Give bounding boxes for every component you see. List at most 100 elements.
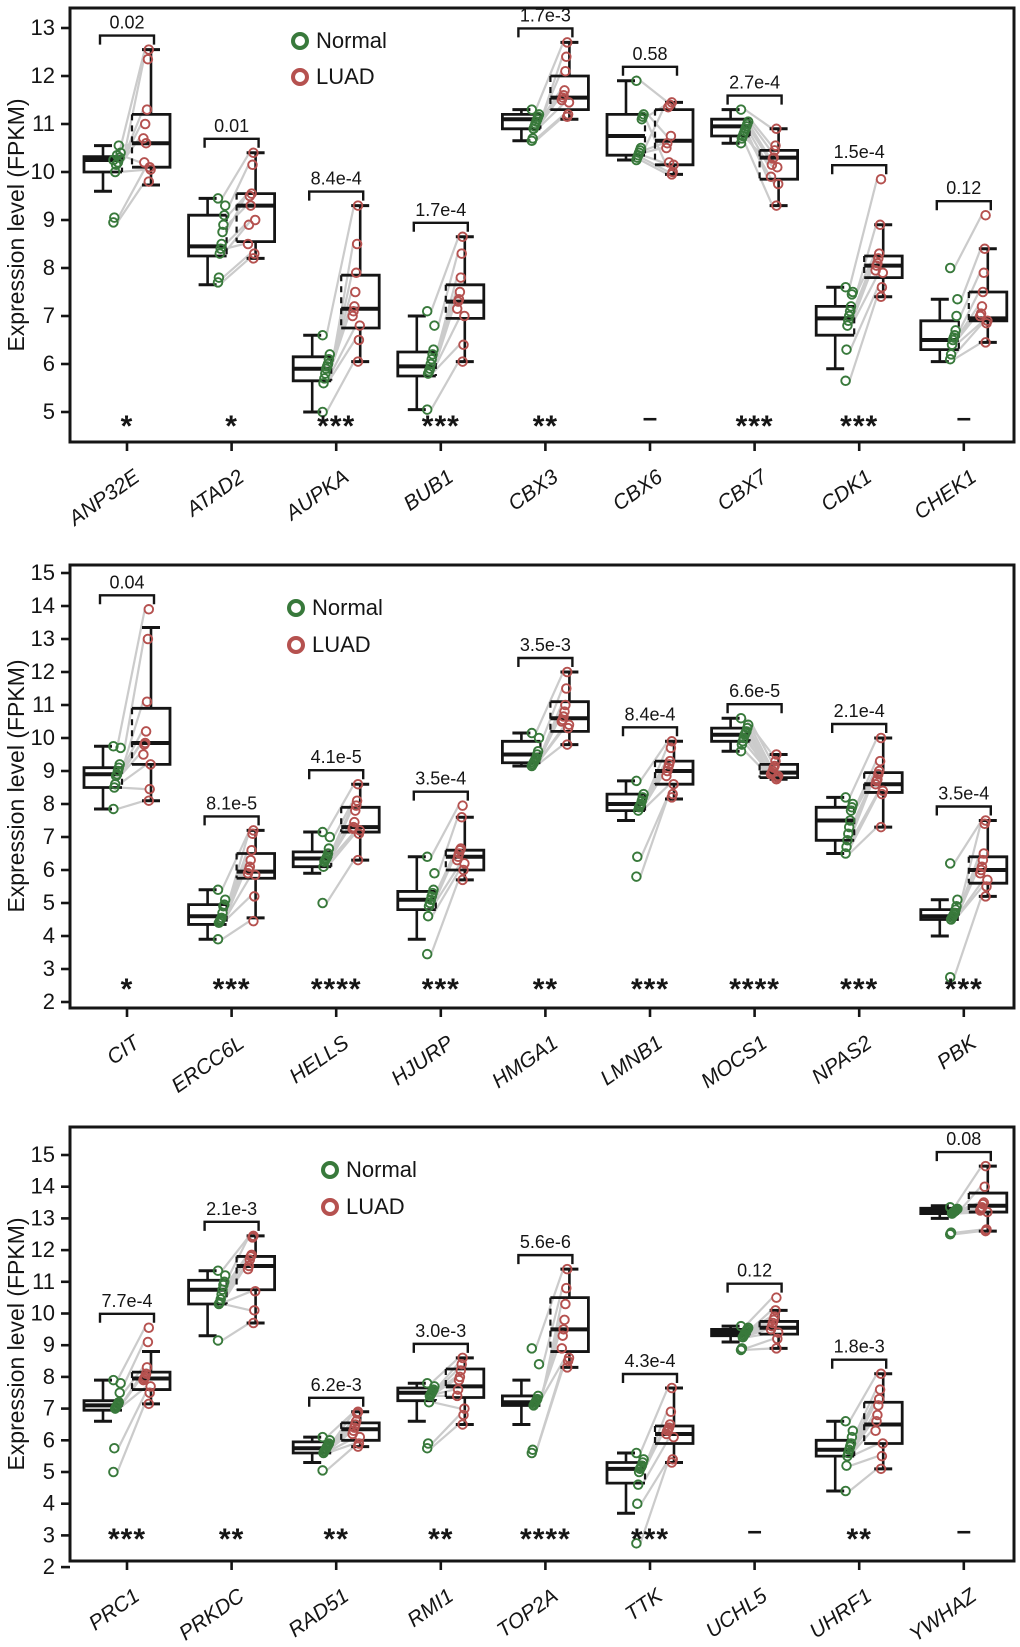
data-point-luad [770,140,781,151]
data-point-luad [145,759,156,770]
pair-line [223,1268,245,1300]
legend: Normal LUAD [287,595,383,657]
pair-line [959,272,981,317]
data-point-normal [213,1298,225,1310]
data-point-luad [875,821,887,833]
data-point-normal [323,353,335,365]
data-point-luad [873,253,884,264]
data-point-luad [459,1403,470,1414]
data-point-luad [979,1181,990,1192]
data-point-normal [426,353,437,365]
pvalue-bracket [935,805,992,816]
data-point-luad [980,891,991,902]
significance-marker: * [121,973,134,1006]
pvalue-label: 0.58 [632,44,667,64]
pair-line [639,1462,669,1544]
gene-group-UCHL5: 0.12 – UCHL5 [702,1261,799,1643]
data-point-luad [454,286,466,298]
data-point-luad [870,778,881,790]
data-point-normal [631,154,642,166]
pair-line [541,1287,564,1365]
data-point-normal [632,805,644,816]
data-point-luad [247,159,258,171]
data-point-normal [212,193,224,204]
gene-label: UHRF1 [806,1584,877,1643]
y-tick-label: 8 [43,791,55,816]
data-point-luad [876,1450,888,1462]
pair-line [640,793,670,858]
data-point-normal [528,123,539,135]
legend-normal-label: Normal [316,28,387,53]
data-point-luad [870,1425,881,1437]
data-point-luad [976,301,988,312]
data-point-normal [945,914,957,925]
data-point-normal [110,159,122,171]
data-point-normal [423,901,435,912]
pvalue-label: 3.5e-3 [520,635,571,655]
data-point-luad [139,739,150,750]
pair-line [326,339,356,384]
data-point-normal [108,217,119,228]
pvalue-label: 7.7e-4 [101,1291,152,1311]
pvalue-bracket [831,722,888,733]
data-point-normal [843,315,854,327]
pair-line [226,204,248,226]
data-point-luad [249,1305,260,1316]
data-point-normal [318,1447,329,1459]
data-point-normal [842,320,853,331]
data-point-luad [666,792,678,803]
pair-line [122,109,145,159]
pair-line [224,224,246,245]
data-point-luad [143,795,155,806]
data-point-luad [245,200,256,211]
y-tick-label: 10 [31,159,55,184]
data-point-normal [735,745,747,757]
pvalue-bracket [517,656,574,667]
pvalue-bracket [517,27,574,38]
data-point-luad [974,310,986,322]
data-point-luad [352,778,364,790]
data-point-luad [873,769,884,780]
pvalue-bracket [412,1342,469,1353]
pair-line [639,797,669,877]
pair-line [437,816,459,874]
data-point-normal [422,1438,434,1449]
gene-group-PRKDC: 2.1e-3 ** PRKDC [175,1199,276,1645]
data-point-normal [218,219,229,231]
data-point-luad [977,286,989,298]
boxplot [863,223,904,299]
pair-line [750,727,772,767]
gene-group-CBX6: 0.58 – CBX6 [605,44,695,516]
significance-marker: * [225,410,238,443]
pair-line [325,361,355,413]
pair-line [953,896,983,978]
data-point-normal [526,135,538,147]
data-point-normal [324,831,336,843]
data-point-luad [559,85,570,96]
gene-label: HELLS [285,1031,353,1088]
data-point-normal [843,310,855,322]
data-point-luad [561,51,572,63]
data-point-normal [421,851,433,863]
data-point-normal [840,1485,851,1497]
gene-label: PRC1 [85,1584,144,1635]
y-tick-label: 12 [31,659,55,684]
pvalue-bracket [935,200,992,211]
data-point-luad [875,173,887,185]
pair-line [744,1347,773,1352]
y-tick-label: 7 [43,1396,55,1421]
pair-line [118,786,146,791]
data-point-luad [662,101,674,113]
y-tick-label: 5 [43,890,55,915]
significance-marker: *** [422,410,460,443]
gene-group-RAD51: 6.2e-3 ** RAD51 [284,1375,381,1642]
data-point-normal [631,75,642,87]
data-point-luad [353,334,365,346]
pair-line [643,106,666,149]
data-point-luad [452,1384,464,1395]
pair-line [848,1373,878,1422]
data-point-luad [872,1409,883,1421]
data-point-normal [846,1431,858,1443]
legend-luad-icon [321,1198,339,1216]
data-point-luad [142,1336,154,1348]
